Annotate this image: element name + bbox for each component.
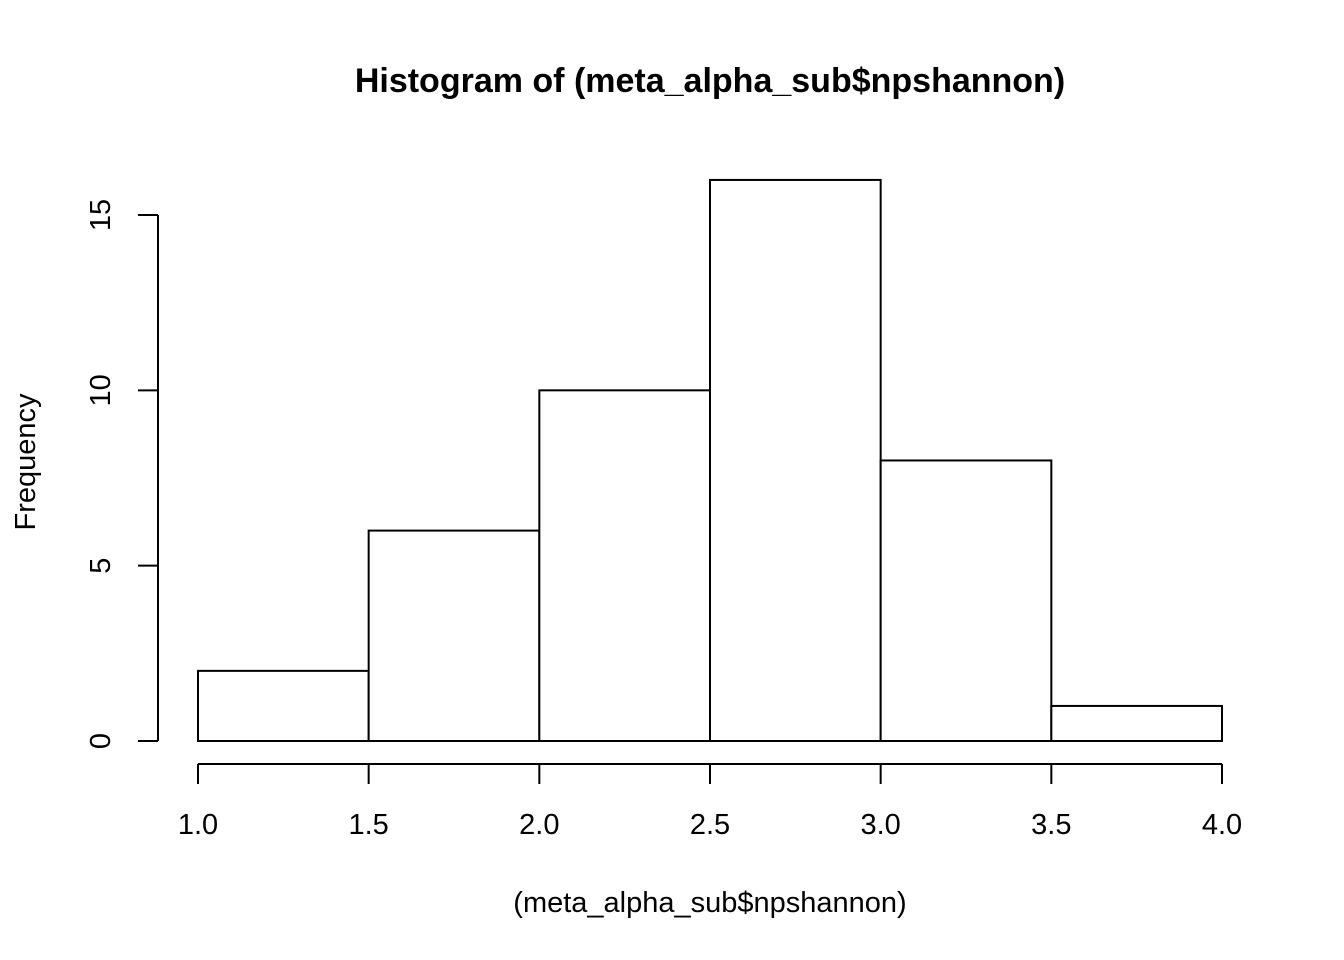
x-axis-label: (meta_alpha_sub$npshannon) [513, 887, 906, 919]
histogram-bar-0 [197, 669, 370, 742]
bars-group [197, 178, 1224, 743]
x-tick-label-5: 3.5 [1031, 809, 1071, 841]
y-tick-label-3: 15 [85, 199, 117, 231]
x-tick-label-4: 3.0 [861, 809, 901, 841]
histogram-bar-5 [1050, 704, 1224, 743]
chart-title: Histogram of (meta_alpha_sub$npshannon) [355, 62, 1065, 100]
y-axis-label: Frequency [10, 393, 42, 531]
histogram-bar-2 [538, 389, 711, 742]
x-tick-label-2: 2.0 [519, 809, 559, 841]
y-tick-label-0: 0 [85, 733, 117, 749]
y-axis: 0 5 10 15 [85, 199, 159, 749]
x-tick-label-0: 1.0 [178, 809, 218, 841]
histogram-bar-3 [709, 178, 882, 742]
histogram-bar-1 [367, 529, 541, 742]
histogram-bar-4 [879, 459, 1053, 742]
y-tick-label-1: 5 [85, 558, 117, 574]
x-tick-label-1: 1.5 [349, 809, 389, 841]
x-axis: 1.0 1.5 2.0 2.5 3.0 3.5 4.0 [178, 763, 1242, 841]
x-tick-label-3: 2.5 [690, 809, 730, 841]
x-tick-label-6: 4.0 [1202, 809, 1242, 841]
y-tick-label-2: 10 [85, 374, 117, 406]
